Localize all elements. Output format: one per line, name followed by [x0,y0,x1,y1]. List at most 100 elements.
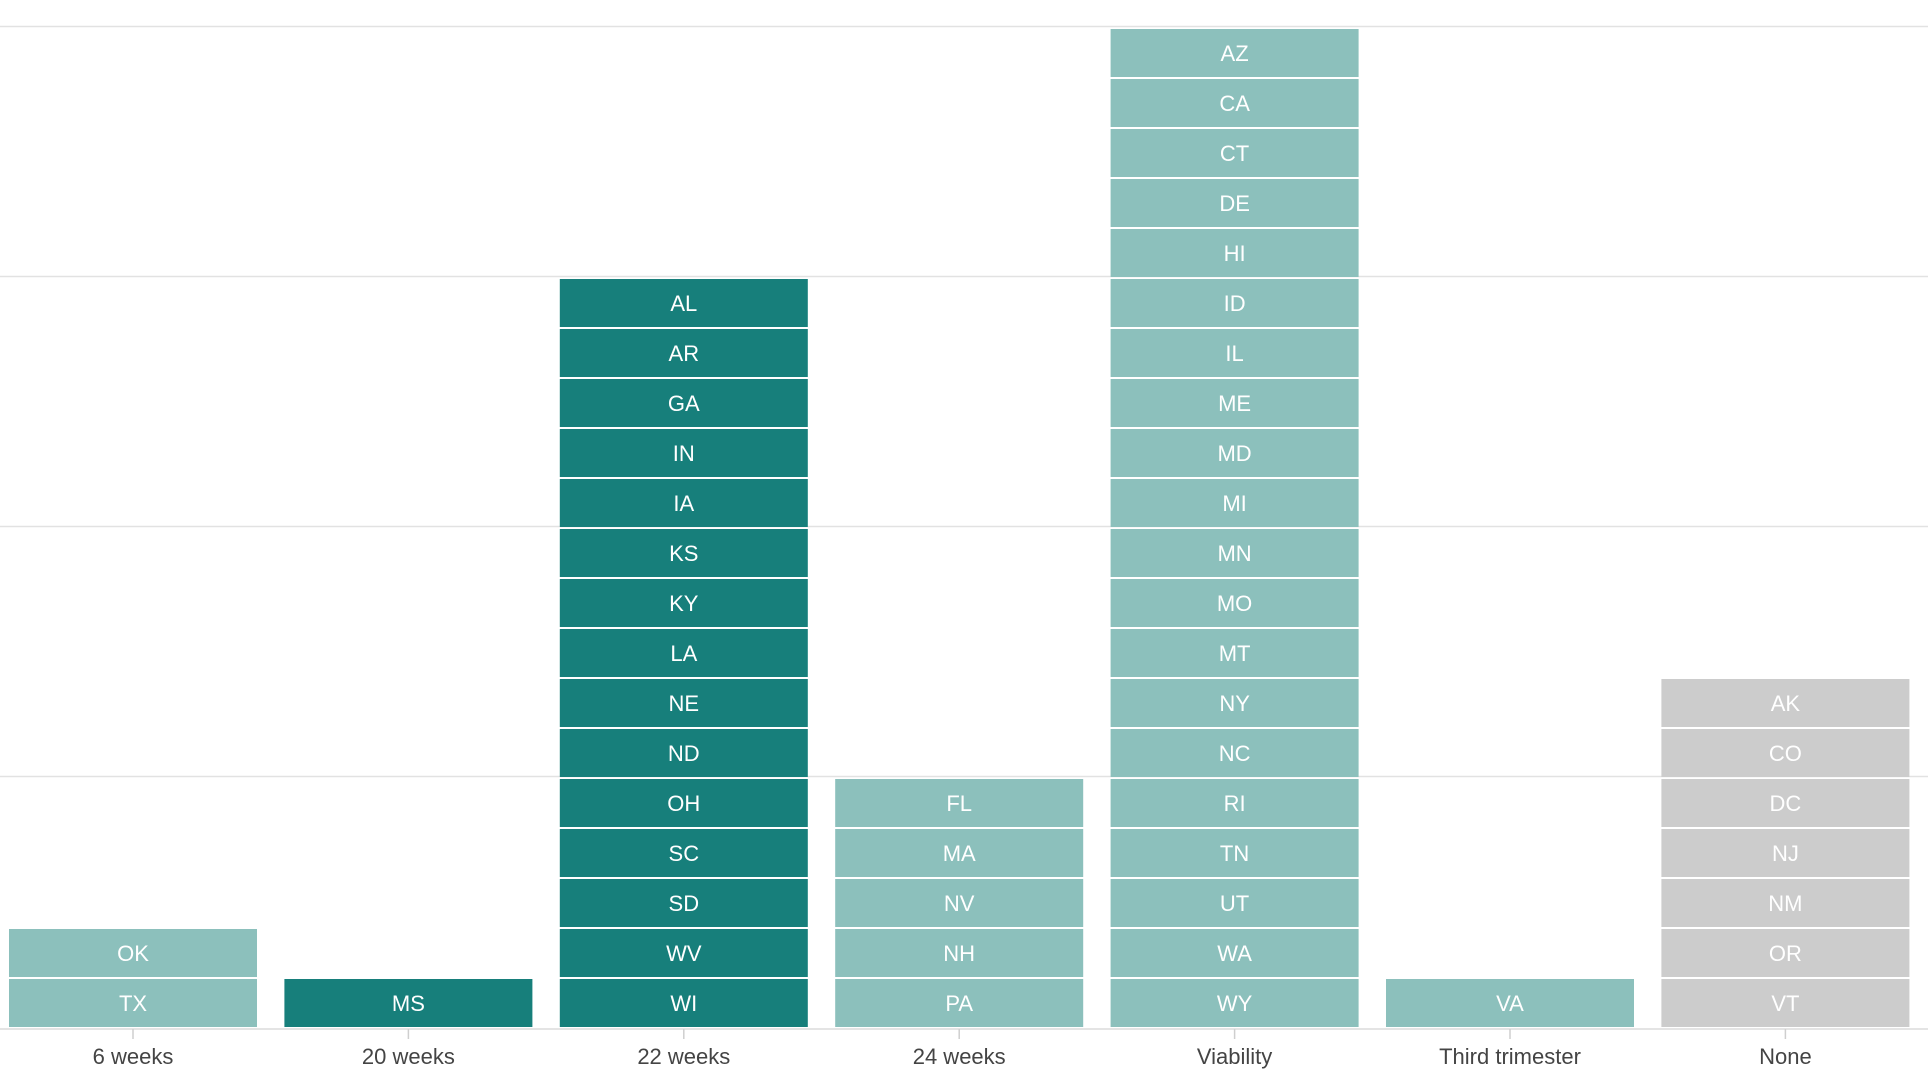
bar-tile [9,979,257,1027]
tile-label: NV [944,891,975,916]
bar-stack: MS [284,979,533,1027]
bar-stack: PA NH NV MA FL [835,779,1084,1027]
bar-tile [559,929,808,977]
bar-tile [1110,29,1359,77]
bar-tile [835,879,1084,927]
bar-tile [559,429,808,477]
bar-tile [1661,979,1910,1027]
tile-label: PA [945,991,973,1016]
bar-tile [559,879,808,927]
bar-tile [1110,229,1359,277]
tile-label: VT [1771,991,1799,1016]
tile-label: NH [943,941,975,966]
bar-tile [559,529,808,577]
x-tick-label: Third trimester [1439,1044,1581,1069]
bar-tile [1110,429,1359,477]
tile-label: OK [117,941,149,966]
bar-tile [1110,679,1359,727]
tile-label: AZ [1221,41,1249,66]
bar-tile [835,979,1084,1027]
tile-label: MO [1217,591,1252,616]
bar-tile [1661,679,1910,727]
tile-label: WV [666,941,702,966]
x-tick-label: 24 weeks [913,1044,1006,1069]
bar-tile [1661,879,1910,927]
gridlines [0,25,1928,778]
tile-label: IL [1225,341,1243,366]
tile-label: MT [1219,641,1251,666]
x-tick-label: 6 weeks [93,1044,174,1069]
tile-label: LA [670,641,697,666]
x-tick-label: 22 weeks [637,1044,730,1069]
tile-label: IN [673,441,695,466]
tile-label: AK [1771,691,1801,716]
tile-label: OH [667,791,700,816]
bar-tile [835,829,1084,877]
tile-label: ND [668,741,700,766]
bar-tile [1110,529,1359,577]
bar-tile [1661,929,1910,977]
bar-tile [1661,729,1910,777]
tile-label: MN [1217,541,1251,566]
tile-label: ID [1224,291,1246,316]
tile-label: GA [668,391,700,416]
tile-label: MD [1217,441,1251,466]
bar-tile [559,329,808,377]
bar-tile [1110,879,1359,927]
bar-tile [559,679,808,727]
bar-tile [1661,829,1910,877]
tile-label: HI [1224,241,1246,266]
bar-tile [1110,979,1359,1027]
tile-label: DE [1219,191,1250,216]
tile-label: OR [1769,941,1802,966]
bar-tile [559,629,808,677]
bar-tile [1110,379,1359,427]
bar-tile [1110,479,1359,527]
tile-label: VA [1496,991,1524,1016]
tile-label: FL [946,791,972,816]
tile-label: CO [1769,741,1802,766]
tile-label: CA [1219,91,1250,116]
x-ticks: 6 weeks 20 weeks 22 weeks 24 weeks Viability… [93,1029,1812,1069]
tile-label: NE [669,691,700,716]
bars: TX OK MS WI WV SD SC OH ND NE LA KY KS IA IN GA AR AL PA NH… [9,29,1910,1027]
bar-stack: WY WA UT TN RI NC NY MT MO MN MI MD ME IL ID HI DE CT CA AZ [1110,29,1359,1027]
bar-tile [1110,729,1359,777]
bar-tile [559,729,808,777]
bar-tile [1661,779,1910,827]
bar-tile [1110,929,1359,977]
bar-stack: VA [1386,979,1634,1027]
bar-tile [1110,79,1359,127]
bar-tile [559,279,808,327]
tile-label: MI [1222,491,1246,516]
bar-tile [559,979,808,1027]
tile-label: SC [669,841,700,866]
bar-tile [559,579,808,627]
tile-label: ME [1218,391,1251,416]
bar-tile [559,379,808,427]
bar-tile [559,779,808,827]
x-tick-label: None [1759,1044,1812,1069]
bar-tile [9,929,257,977]
tile-label: SD [669,891,700,916]
tile-label: NY [1219,691,1250,716]
tile-label: WI [670,991,697,1016]
tile-label: RI [1224,791,1246,816]
bar-tile [1386,979,1634,1027]
tile-label: NC [1219,741,1251,766]
tile-label: IA [673,491,694,516]
tile-label: UT [1220,891,1249,916]
bar-tile [559,479,808,527]
tile-label: TN [1220,841,1249,866]
bar-tile [1110,579,1359,627]
tile-label: DC [1770,791,1802,816]
bar-tile [835,779,1084,827]
bar-stack: TX OK [9,929,257,1027]
bar-tile [1110,329,1359,377]
bar-tile [559,829,808,877]
tile-label: KS [669,541,698,566]
tile-label: CT [1220,141,1249,166]
tile-label: WA [1217,941,1252,966]
bar-tile [835,929,1084,977]
